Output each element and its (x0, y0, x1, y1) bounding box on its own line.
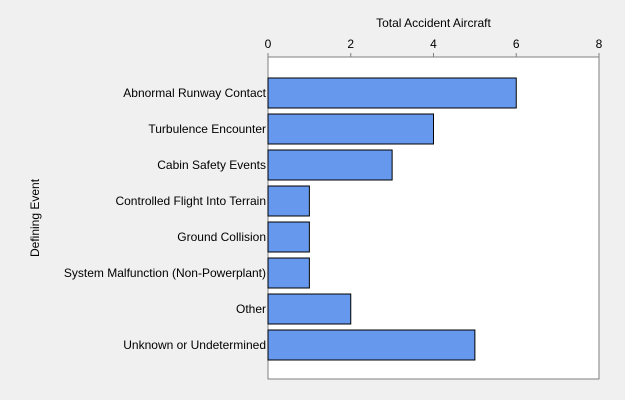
y-axis-title: Defining Event (28, 178, 42, 257)
x-tick-label: 2 (347, 37, 354, 51)
bar (267, 293, 352, 325)
bars-group (267, 77, 517, 361)
x-ticks: 0 2 4 6 8 (265, 37, 603, 57)
category-label: Controlled Flight Into Terrain (115, 194, 266, 208)
x-tick-label: 6 (513, 37, 520, 51)
x-tick-label: 8 (596, 37, 603, 51)
category-label: Abnormal Runway Contact (123, 86, 266, 100)
category-labels: Abnormal Runway Contact Turbulence Encoun… (64, 86, 267, 352)
category-label: Turbulence Encounter (148, 122, 266, 136)
category-label: Other (236, 302, 266, 316)
x-axis: 0 2 4 6 8 (265, 37, 603, 58)
bar (267, 257, 310, 289)
category-label: Unknown or Undetermined (123, 338, 266, 352)
x-axis-title: Total Accident Aircraft (376, 16, 491, 30)
bar (267, 113, 434, 145)
x-tick-label: 4 (430, 37, 437, 51)
x-tick-label: 0 (265, 37, 272, 51)
category-label: Cabin Safety Events (157, 158, 266, 172)
bar (267, 149, 393, 181)
category-label: System Malfunction (Non-Powerplant) (64, 266, 266, 280)
bar (267, 329, 476, 361)
bar (267, 221, 310, 253)
bar (267, 77, 517, 109)
plot-area (267, 56, 600, 380)
category-label: Ground Collision (177, 230, 266, 244)
bar (267, 185, 310, 217)
